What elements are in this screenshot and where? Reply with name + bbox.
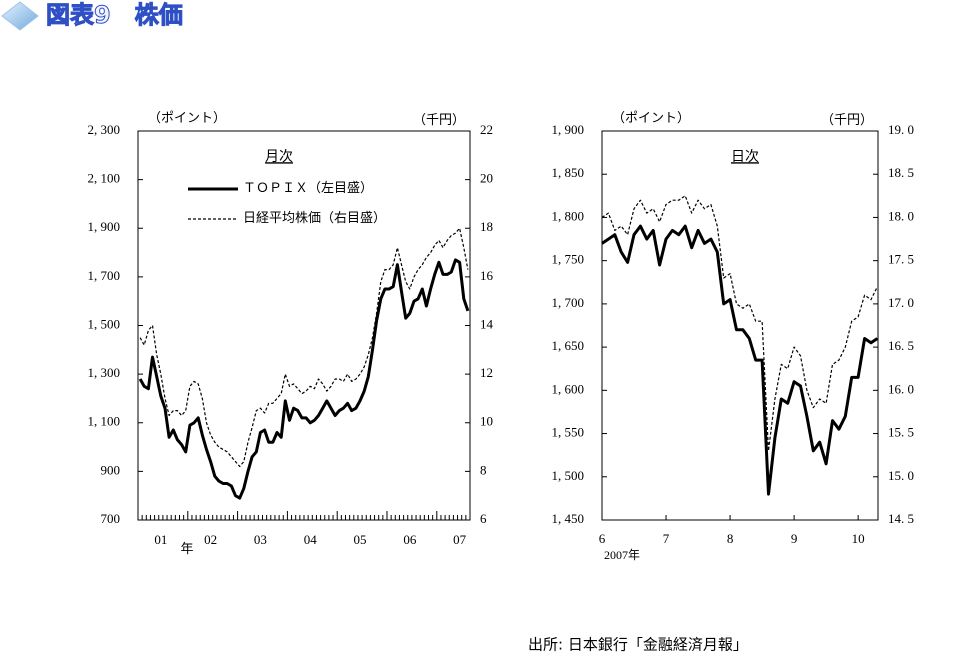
plot-frame [137, 130, 471, 521]
x-tick-label: 02 [204, 532, 217, 547]
y-tick-label: 1, 900 [88, 219, 121, 234]
plot-frame [601, 130, 879, 521]
y-tick-label: 1, 900 [552, 122, 585, 137]
y-tick-label: 1, 700 [88, 268, 121, 283]
y-tick-label: 1, 450 [552, 511, 585, 526]
y2-tick-label: 6 [480, 511, 487, 526]
x-tick-label: 05 [354, 532, 367, 547]
y2-tick-label: 19. 0 [888, 122, 914, 137]
y-tick-label: 1, 300 [88, 365, 121, 380]
y-tick-label: 700 [101, 511, 121, 526]
x-tick-label: 9 [791, 531, 798, 546]
x-tick-label: 03 [254, 532, 267, 547]
x-axis-label: 年 [180, 541, 193, 556]
x-tick-label: 04 [304, 532, 318, 547]
x-tick-label: 10 [852, 531, 865, 546]
legend-label: ＴＯＰＩＸ（左目盛） [243, 180, 373, 195]
y-tick-label: 1, 700 [552, 295, 585, 310]
y-tick-label: 1, 100 [88, 414, 121, 429]
legend-label: 日経平均株価（右目盛） [243, 210, 386, 225]
y-tick-label: 1, 500 [88, 316, 121, 331]
x-tick-label: 01 [154, 532, 167, 547]
x-tick-label: 7 [663, 531, 670, 546]
y2-tick-label: 12 [480, 365, 493, 380]
y-tick-label: 2, 100 [88, 171, 121, 186]
y2-tick-label: 17. 0 [888, 295, 914, 310]
y-tick-label: 1, 800 [552, 208, 585, 223]
y2-tick-label: 16. 5 [888, 338, 914, 353]
y2-tick-label: 16 [480, 268, 494, 283]
y-tick-label: 1, 600 [552, 381, 585, 396]
y2-axis-label: （千円） [821, 112, 873, 127]
y2-tick-label: 14. 5 [888, 511, 914, 526]
y2-axis-label: （千円） [413, 112, 465, 127]
x-tick-label: 6 [599, 531, 606, 546]
x-axis-label: 2007年 [604, 548, 640, 562]
y-tick-label: 900 [101, 462, 121, 477]
series-line [138, 258, 470, 500]
series-line [601, 195, 878, 452]
y2-tick-label: 15. 0 [888, 468, 914, 483]
y-tick-label: 1, 850 [552, 165, 585, 180]
chart-subtitle: 月次 [265, 149, 293, 165]
y2-tick-label: 15. 5 [888, 425, 914, 440]
y-tick-label: 1, 500 [552, 468, 585, 483]
y2-tick-label: 18. 0 [888, 208, 914, 223]
header-icon [1, 1, 39, 31]
chart-subtitle: 日次 [731, 149, 759, 165]
y-axis-label: （ポイント） [148, 110, 226, 125]
y2-tick-label: 10 [480, 414, 493, 429]
y2-tick-label: 22 [480, 122, 493, 137]
y2-tick-label: 20 [480, 171, 493, 186]
y-tick-label: 1, 550 [552, 425, 585, 440]
x-tick-label: 07 [453, 532, 467, 547]
y-axis-label: （ポイント） [612, 110, 690, 125]
y2-tick-label: 17. 5 [888, 252, 914, 267]
y-tick-label: 1, 650 [552, 338, 585, 353]
y-tick-label: 1, 750 [552, 252, 585, 267]
header-title: 図表9 株価 [46, 1, 183, 29]
x-tick-label: 06 [403, 532, 417, 547]
y2-tick-label: 14 [480, 316, 494, 331]
series-line [139, 227, 469, 468]
y2-tick-label: 16. 0 [888, 381, 914, 396]
source-note: 出所: 日本銀行「金融経済月報」 [528, 636, 748, 654]
y2-tick-label: 8 [480, 462, 487, 477]
y2-tick-label: 18 [480, 219, 493, 234]
y-tick-label: 2, 300 [88, 122, 121, 137]
series-line [601, 224, 879, 496]
y2-tick-label: 18. 5 [888, 165, 914, 180]
x-tick-label: 8 [727, 531, 734, 546]
